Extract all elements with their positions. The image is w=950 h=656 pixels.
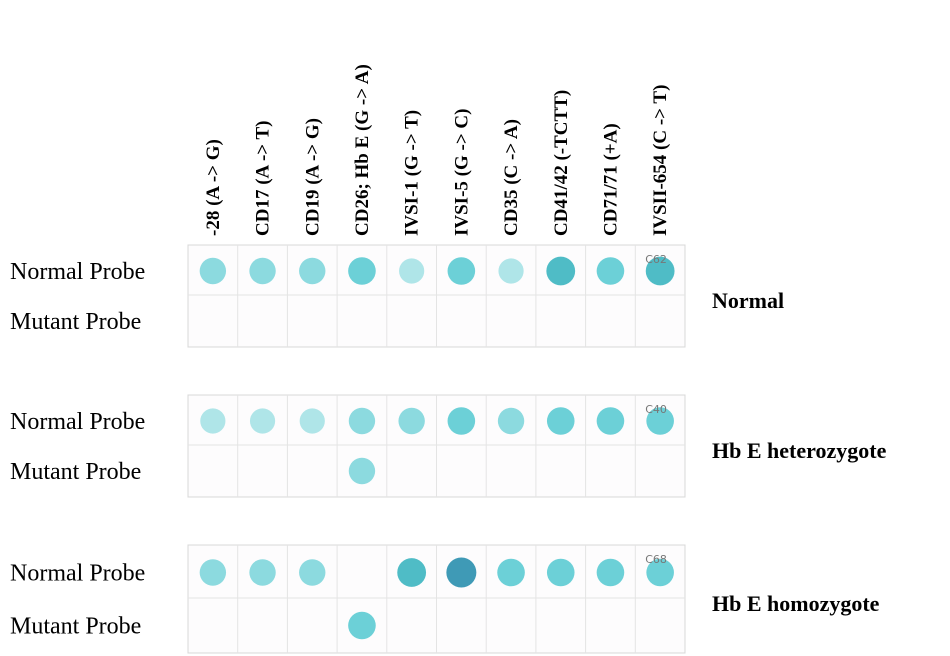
strip-label: C62 — [645, 253, 667, 266]
dot — [497, 558, 525, 587]
dot — [497, 407, 525, 435]
row-label: Mutant Probe — [10, 459, 141, 485]
column-label: CD19 (A -> G) — [302, 118, 323, 236]
dot — [447, 407, 476, 435]
dot — [446, 557, 477, 588]
dot — [299, 257, 326, 285]
column-label: CD26; Hb E (G -> A) — [352, 64, 373, 236]
row-label: Normal Probe — [10, 561, 145, 587]
row-label: Normal Probe — [10, 409, 145, 435]
strip-label: C40 — [645, 403, 667, 416]
dot — [646, 558, 674, 587]
row-label: Mutant Probe — [10, 614, 141, 640]
dot — [299, 559, 326, 586]
dot — [498, 258, 524, 284]
column-label: CD71/71 (+A) — [600, 123, 621, 236]
column-label: IVSI-5 (G -> C) — [451, 109, 472, 236]
dot — [596, 407, 625, 435]
dot — [546, 558, 575, 587]
dot — [646, 407, 674, 435]
dot — [249, 257, 276, 285]
dot — [249, 559, 276, 586]
dot — [199, 559, 227, 586]
column-label: CD17 (A -> T) — [253, 120, 274, 236]
dot — [397, 558, 427, 587]
dot — [447, 257, 476, 285]
genotype-label: Normal — [712, 288, 784, 313]
dot — [199, 257, 227, 285]
row-label: Normal Probe — [10, 259, 145, 285]
dot — [645, 256, 675, 286]
column-label: CD35 (C -> A) — [501, 119, 522, 236]
dot — [546, 407, 575, 435]
column-label: IVSII-654 (C -> T) — [650, 85, 671, 236]
dot — [200, 408, 226, 434]
dot — [596, 257, 625, 285]
genotype-label: Hb E homozygote — [712, 591, 880, 616]
dot — [596, 558, 625, 587]
dot — [546, 256, 576, 286]
row-label: Mutant Probe — [10, 309, 141, 335]
dot — [299, 408, 325, 434]
dot — [348, 257, 376, 285]
genotype-label: Hb E heterozygote — [712, 438, 887, 463]
dot — [249, 408, 276, 434]
strip-label: C68 — [645, 553, 667, 566]
column-label: -28 (A -> G) — [203, 139, 224, 236]
column-label: CD41/42 (-TCTT) — [551, 90, 572, 236]
dot — [348, 457, 376, 485]
dot — [348, 407, 376, 435]
dot — [398, 407, 425, 435]
column-label: IVSI-1 (G -> T) — [402, 110, 423, 236]
dot — [348, 611, 376, 640]
dot — [399, 258, 425, 284]
